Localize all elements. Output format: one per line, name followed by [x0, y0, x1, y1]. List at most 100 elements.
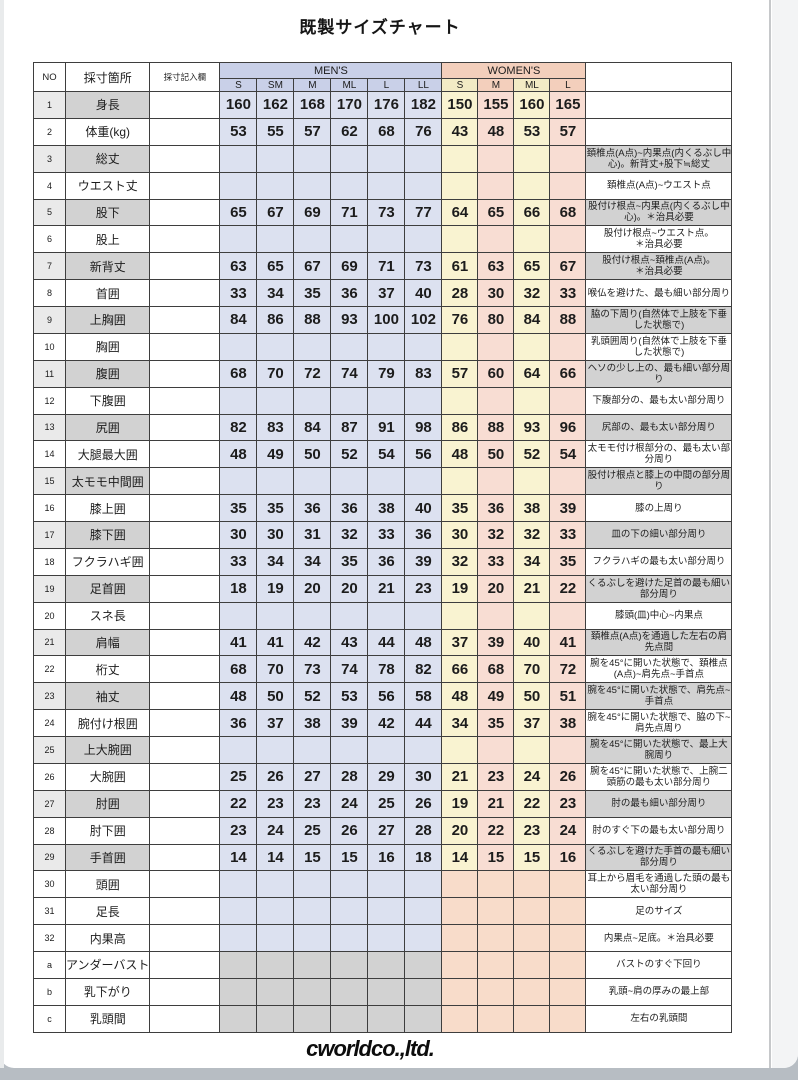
notes-header-spacer: [585, 62, 733, 92]
womens-value: 66: [513, 198, 551, 227]
mens-value: [293, 171, 332, 200]
row-number: 7: [33, 252, 66, 281]
entry-cell: [149, 736, 221, 764]
womens-value: [477, 225, 515, 254]
note-text: 膝の上周り: [585, 494, 733, 522]
mens-value: [330, 601, 369, 630]
mens-size-s: S: [219, 78, 258, 92]
mens-value: 71: [367, 252, 406, 281]
table-row: 3 総丈 頚椎点(A点)~内果点(内くるぶし中心)。新背丈+股下≒総丈: [33, 144, 733, 173]
womens-value: [441, 977, 479, 1006]
womens-size-m: M: [477, 78, 515, 92]
womens-value: [513, 736, 551, 764]
womens-size-s: S: [441, 78, 479, 92]
womens-value: 32: [513, 521, 551, 549]
mens-value: 71: [330, 198, 369, 227]
mens-value: [219, 1004, 258, 1033]
womens-value: [513, 225, 551, 254]
entry-cell: [149, 924, 221, 952]
womens-value: 33: [549, 521, 587, 549]
womens-value: 49: [477, 682, 515, 711]
mens-value: [293, 870, 332, 899]
row-number: 9: [33, 306, 66, 334]
mens-value: 176: [367, 91, 406, 119]
measurement-label: 上胸囲: [64, 306, 151, 334]
row-number: 29: [33, 843, 66, 872]
womens-value: [441, 897, 479, 926]
entry-cell: [149, 171, 221, 200]
womens-value: 35: [549, 547, 587, 576]
entry-cell: [149, 413, 221, 442]
company-logo: cworldco.,ltd.: [306, 1036, 435, 1061]
entry-cell: [149, 682, 221, 711]
measurement-label: 乳下がり: [64, 977, 151, 1006]
mens-value: [404, 951, 443, 979]
womens-value: 15: [513, 843, 551, 872]
mens-value: 34: [293, 547, 332, 576]
mens-value: [404, 736, 443, 764]
mens-value: 39: [330, 709, 369, 737]
mens-value: 15: [330, 843, 369, 872]
womens-value: 80: [477, 306, 515, 334]
womens-value: [513, 924, 551, 952]
entry-cell: [149, 977, 221, 1006]
womens-value: 68: [477, 655, 515, 684]
mens-value: 67: [293, 252, 332, 281]
mens-value: 35: [256, 494, 295, 522]
womens-value: 21: [513, 574, 551, 603]
womens-value: 37: [513, 709, 551, 737]
mens-value: 73: [367, 198, 406, 227]
womens-value: [477, 977, 515, 1006]
measurement-label: 袖丈: [64, 682, 151, 711]
mens-value: 22: [219, 789, 258, 818]
measurement-label: 肘下囲: [64, 816, 151, 845]
mens-value: [256, 601, 295, 630]
measurement-label: 股上: [64, 225, 151, 254]
table-row: 10 胸囲 乳頭囲周り(自然体で上肢を下垂した状態で): [33, 332, 733, 361]
mens-value: [219, 144, 258, 173]
mens-value: [219, 870, 258, 899]
entry-cell: [149, 144, 221, 173]
womens-value: [549, 951, 587, 979]
womens-value: 76: [441, 306, 479, 334]
mens-value: [293, 977, 332, 1006]
womens-value: 48: [441, 440, 479, 469]
womens-value: 41: [549, 628, 587, 657]
entry-cell: [149, 332, 221, 361]
measurement-label: 膝上囲: [64, 494, 151, 522]
table-row: 29 手首囲 14 14 15 15 16 18 14 15 15 16 くるぶしを避けた手首の最も細い…: [33, 843, 733, 872]
entry-cell: [149, 789, 221, 818]
mens-value: 48: [219, 682, 258, 711]
mens-value: [330, 171, 369, 200]
mens-value: 29: [367, 762, 406, 791]
photo-right-edge-line: [769, 0, 771, 1068]
column-header-entry: 採寸記入欄: [149, 62, 221, 92]
mens-value: [330, 332, 369, 361]
measurement-label: 尻囲: [64, 413, 151, 442]
womens-value: [477, 870, 515, 899]
photo-left-edge: [0, 0, 4, 1068]
mens-value: [367, 225, 406, 254]
mens-value: 62: [330, 117, 369, 146]
row-number: 23: [33, 682, 66, 711]
note-text: 頚椎点(A点)~内果点(内くるぶし中心)。新背丈+股下≒総丈: [585, 144, 733, 173]
entry-cell: [149, 359, 221, 388]
womens-value: 22: [513, 789, 551, 818]
row-number: 18: [33, 547, 66, 576]
womens-value: 165: [549, 91, 587, 119]
mens-value: 79: [367, 359, 406, 388]
mens-value: [367, 897, 406, 926]
mens-value: 168: [293, 91, 332, 119]
mens-size-ml: ML: [330, 78, 369, 92]
womens-value: 39: [477, 628, 515, 657]
measurement-label: 腹囲: [64, 359, 151, 388]
mens-value: 36: [404, 521, 443, 549]
row-number: 4: [33, 171, 66, 200]
row-number: 10: [33, 332, 66, 361]
womens-value: 68: [549, 198, 587, 227]
table-row: 12 下腹囲 下腹部分の、最も太い部分周り: [33, 386, 733, 415]
table-row: 25 上大腕囲 腕を45°に開いた状態で、最上大腕周り: [33, 736, 733, 764]
row-number: 11: [33, 359, 66, 388]
womens-value: [513, 897, 551, 926]
mens-value: [293, 951, 332, 979]
